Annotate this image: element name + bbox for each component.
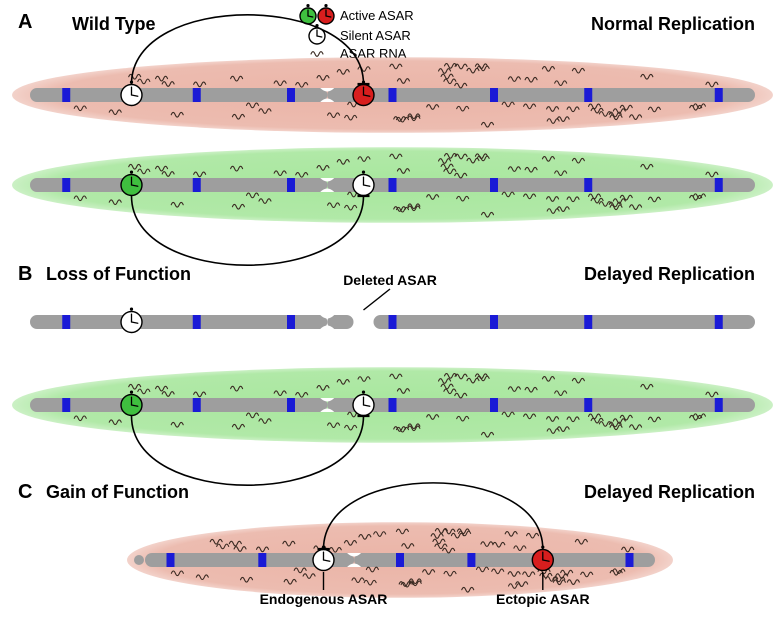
chrom-band — [715, 315, 723, 329]
legend-label: Silent ASAR — [340, 28, 411, 43]
satellite-knob — [134, 555, 144, 565]
chrom-band — [62, 315, 70, 329]
legend: Active ASARSilent ASARASAR RNA — [300, 4, 414, 61]
chrom-band — [193, 315, 201, 329]
chrom-band — [193, 178, 201, 192]
clock-knob — [130, 308, 133, 311]
panel-c-letter: C — [18, 481, 32, 503]
panel-c-right-title: Delayed Replication — [584, 482, 755, 502]
chrom-arm — [30, 398, 327, 412]
chrom-band — [389, 88, 397, 102]
chrom-band — [389, 178, 397, 192]
panel-a-letter: A — [18, 11, 32, 33]
deletion-gap — [354, 314, 364, 330]
rna-squiggle — [311, 52, 323, 57]
panel-c-left-title: Gain of Function — [46, 482, 189, 502]
clock-knob — [130, 171, 133, 174]
chrom-band — [62, 398, 70, 412]
chrom-band — [584, 315, 592, 329]
chromosome — [12, 147, 773, 265]
endogenous-label: Endogenous ASAR — [260, 591, 388, 607]
chrom-arm — [30, 315, 327, 329]
clock-knob — [130, 391, 133, 394]
pointer-line — [364, 289, 391, 310]
chrom-band — [287, 315, 295, 329]
chrom-band — [287, 398, 295, 412]
clock-knob — [324, 4, 327, 7]
chrom-arm — [30, 88, 327, 102]
deletion-gap — [364, 314, 374, 330]
chrom-band — [715, 398, 723, 412]
chrom-band — [584, 88, 592, 102]
chrom-band — [467, 553, 475, 567]
chrom-band — [258, 553, 266, 567]
clock-knob — [306, 4, 309, 7]
chrom-band — [389, 315, 397, 329]
chrom-band — [490, 398, 498, 412]
panel-b-letter: B — [18, 263, 32, 285]
ectopic-label: Ectopic ASAR — [496, 591, 590, 607]
chromosome — [30, 308, 755, 333]
chromosome — [12, 367, 773, 485]
chrom-band — [626, 553, 634, 567]
chrom-band — [715, 178, 723, 192]
chrom-band — [490, 178, 498, 192]
chrom-arm — [30, 178, 327, 192]
chrom-band — [287, 88, 295, 102]
panel-b-center-title: Deleted ASAR — [343, 272, 437, 288]
chrom-band — [62, 88, 70, 102]
chrom-band — [490, 315, 498, 329]
chrom-band — [389, 398, 397, 412]
chrom-band — [715, 88, 723, 102]
chrom-band — [584, 178, 592, 192]
clock-knob — [362, 171, 365, 174]
chrom-band — [584, 398, 592, 412]
panel-a-left-title: Wild Type — [72, 14, 156, 34]
chrom-band — [490, 88, 498, 102]
chrom-band — [396, 553, 404, 567]
chrom-band — [62, 178, 70, 192]
chrom-band — [193, 398, 201, 412]
clock-knob — [362, 391, 365, 394]
panel-b-left-title: Loss of Function — [46, 264, 191, 284]
legend-label: Active ASAR — [340, 8, 414, 23]
chrom-band — [167, 553, 175, 567]
panel-b-right-title: Delayed Replication — [584, 264, 755, 284]
panel-a-right-title: Normal Replication — [591, 14, 755, 34]
chrom-arm — [374, 315, 756, 329]
chrom-band — [193, 88, 201, 102]
chrom-band — [287, 178, 295, 192]
